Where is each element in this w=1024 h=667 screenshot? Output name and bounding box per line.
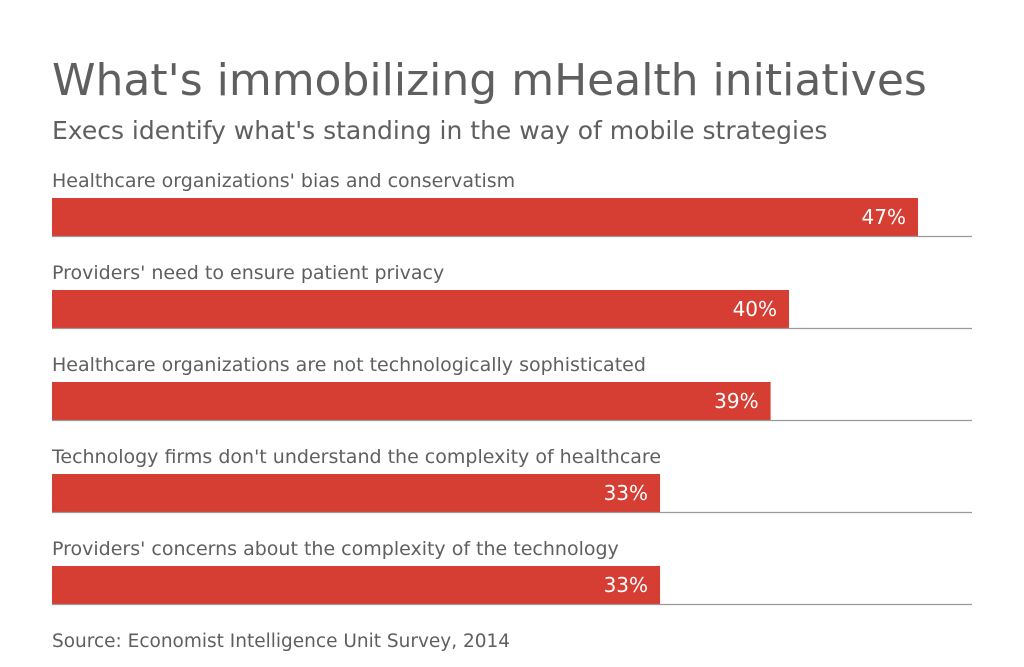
bar [52,198,918,236]
bar [52,474,661,512]
chart-title: What's immobilizing mHealth initiatives [52,55,927,106]
category-label: Healthcare organizations are not technol… [52,354,646,376]
category-label: Healthcare organizations' bias and conse… [52,170,515,192]
category-label: Providers' concerns about the complexity… [52,538,619,560]
value-label: 47% [862,205,906,229]
bar [52,382,771,420]
bar [52,566,661,604]
value-label: 33% [604,481,648,505]
chart-source: Source: Economist Intelligence Unit Surv… [52,631,510,652]
value-label: 33% [604,573,648,597]
value-label: 39% [714,389,758,413]
category-label: Providers' need to ensure patient privac… [52,262,444,284]
bar [52,290,790,328]
value-label: 40% [733,297,777,321]
chart-subtitle: Execs identify what's standing in the wa… [52,116,827,145]
bars-group: Healthcare organizations' bias and conse… [51,170,972,606]
category-label: Technology firms don't understand the co… [51,446,661,468]
